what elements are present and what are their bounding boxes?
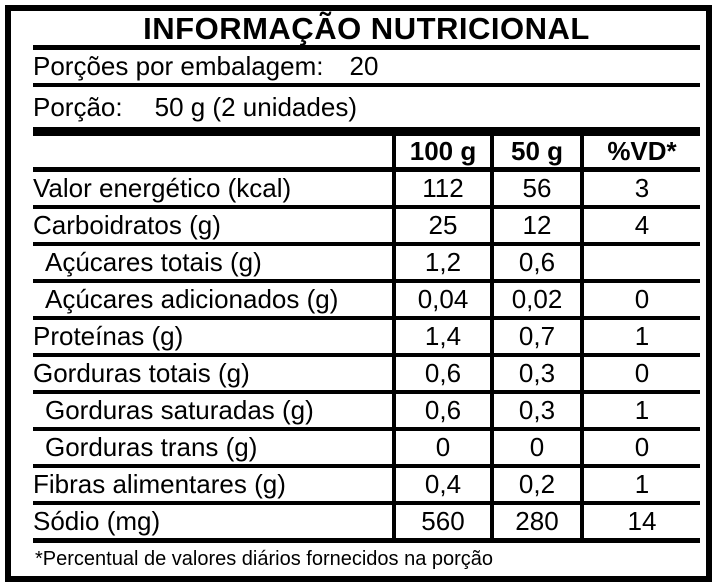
value-percent-vd: 0 xyxy=(580,355,700,394)
divider-under-servings xyxy=(33,83,700,87)
value-percent-vd: 1 xyxy=(580,466,700,505)
value-per-100g: 112 xyxy=(392,169,492,209)
table-row: Gorduras saturadas (g) 0,6 0,3 1 xyxy=(33,392,700,431)
nutrition-table-header: 100 g 50 g %VD* xyxy=(33,136,700,172)
table-row: Sódio (mg) 560 280 14 xyxy=(33,503,700,543)
value-per-50g: 280 xyxy=(490,503,582,543)
value-per-50g: 0 xyxy=(490,429,582,468)
nutrient-label: Proteínas (g) xyxy=(33,321,184,351)
column-header-50g: 50 g xyxy=(490,136,582,172)
nutrient-label: Gorduras trans (g) xyxy=(45,432,258,462)
value-per-100g: 25 xyxy=(392,207,492,246)
value-percent-vd: 1 xyxy=(580,318,700,357)
value-percent-vd: 4 xyxy=(580,207,700,246)
nutrient-label: Valor energético (kcal) xyxy=(33,173,292,203)
serving-size-value: 50 g (2 unidades) xyxy=(154,91,357,122)
servings-per-package-row: Porções por embalagem: 20 xyxy=(33,50,700,83)
page-title: INFORMAÇÃO NUTRICIONAL xyxy=(143,11,590,46)
value-per-50g: 56 xyxy=(490,169,582,209)
value-percent-vd: 3 xyxy=(580,169,700,209)
daily-value-footnote: *Percentual de valores diários fornecido… xyxy=(35,548,494,570)
divider-under-title xyxy=(33,45,700,50)
table-row: Gorduras totais (g) 0,6 0,3 0 xyxy=(33,355,700,394)
column-header-vd: %VD* xyxy=(580,136,700,172)
value-per-50g: 0,7 xyxy=(490,318,582,357)
table-row: Proteínas (g) 1,4 0,7 1 xyxy=(33,318,700,357)
table-row: Carboidratos (g) 25 12 4 xyxy=(33,207,700,246)
nutrient-label: Sódio (mg) xyxy=(33,506,161,536)
value-per-100g: 1,2 xyxy=(392,244,492,283)
nutrient-label: Gorduras totais (g) xyxy=(33,358,250,388)
header-spacer-cell xyxy=(33,136,394,172)
column-header-100g: 100 g xyxy=(392,136,492,172)
servings-per-package-label: Porções por embalagem: xyxy=(33,51,324,81)
value-per-50g: 0,6 xyxy=(490,244,582,283)
serving-size-row: Porção: 50 g (2 unidades) xyxy=(33,87,700,127)
table-row: Açúcares totais (g) 1,2 0,6 xyxy=(33,244,700,283)
nutrient-label: Carboidratos (g) xyxy=(33,210,221,240)
value-percent-vd xyxy=(580,244,700,283)
nutrition-table: 100 g 50 g %VD* Valor energético (kcal) … xyxy=(33,136,700,543)
value-percent-vd: 1 xyxy=(580,392,700,431)
value-per-50g: 12 xyxy=(490,207,582,246)
table-row: Fibras alimentares (g) 0,4 0,2 1 xyxy=(33,466,700,505)
nutrition-table-body: Valor energético (kcal) 112 56 3 Carboid… xyxy=(33,169,700,543)
value-per-50g: 0,02 xyxy=(490,281,582,320)
value-per-50g: 0,2 xyxy=(490,466,582,505)
value-per-100g: 560 xyxy=(392,503,492,543)
nutrition-label-box: INFORMAÇÃO NUTRICIONAL Porções por embal… xyxy=(5,5,712,582)
value-percent-vd: 14 xyxy=(580,503,700,543)
value-per-100g: 1,4 xyxy=(392,318,492,357)
nutrient-label: Gorduras saturadas (g) xyxy=(45,395,314,425)
serving-size-label: Porção: xyxy=(33,91,123,122)
nutrient-label: Açúcares totais (g) xyxy=(45,247,262,277)
value-per-100g: 0,6 xyxy=(392,355,492,394)
table-row: Gorduras trans (g) 0 0 0 xyxy=(33,429,700,468)
nutrient-label: Fibras alimentares (g) xyxy=(33,469,286,499)
divider-above-table xyxy=(33,127,700,136)
table-row: Açúcares adicionados (g) 0,04 0,02 0 xyxy=(33,281,700,320)
header-row: 100 g 50 g %VD* xyxy=(33,136,700,172)
value-per-50g: 0,3 xyxy=(490,355,582,394)
value-per-100g: 0 xyxy=(392,429,492,468)
value-percent-vd: 0 xyxy=(580,429,700,468)
value-per-100g: 0,6 xyxy=(392,392,492,431)
value-per-100g: 0,4 xyxy=(392,466,492,505)
servings-per-package-value: 20 xyxy=(349,51,379,81)
value-per-50g: 0,3 xyxy=(490,392,582,431)
table-row: Valor energético (kcal) 112 56 3 xyxy=(33,169,700,209)
value-per-100g: 0,04 xyxy=(392,281,492,320)
value-percent-vd: 0 xyxy=(580,281,700,320)
nutrient-label: Açúcares adicionados (g) xyxy=(45,284,339,314)
